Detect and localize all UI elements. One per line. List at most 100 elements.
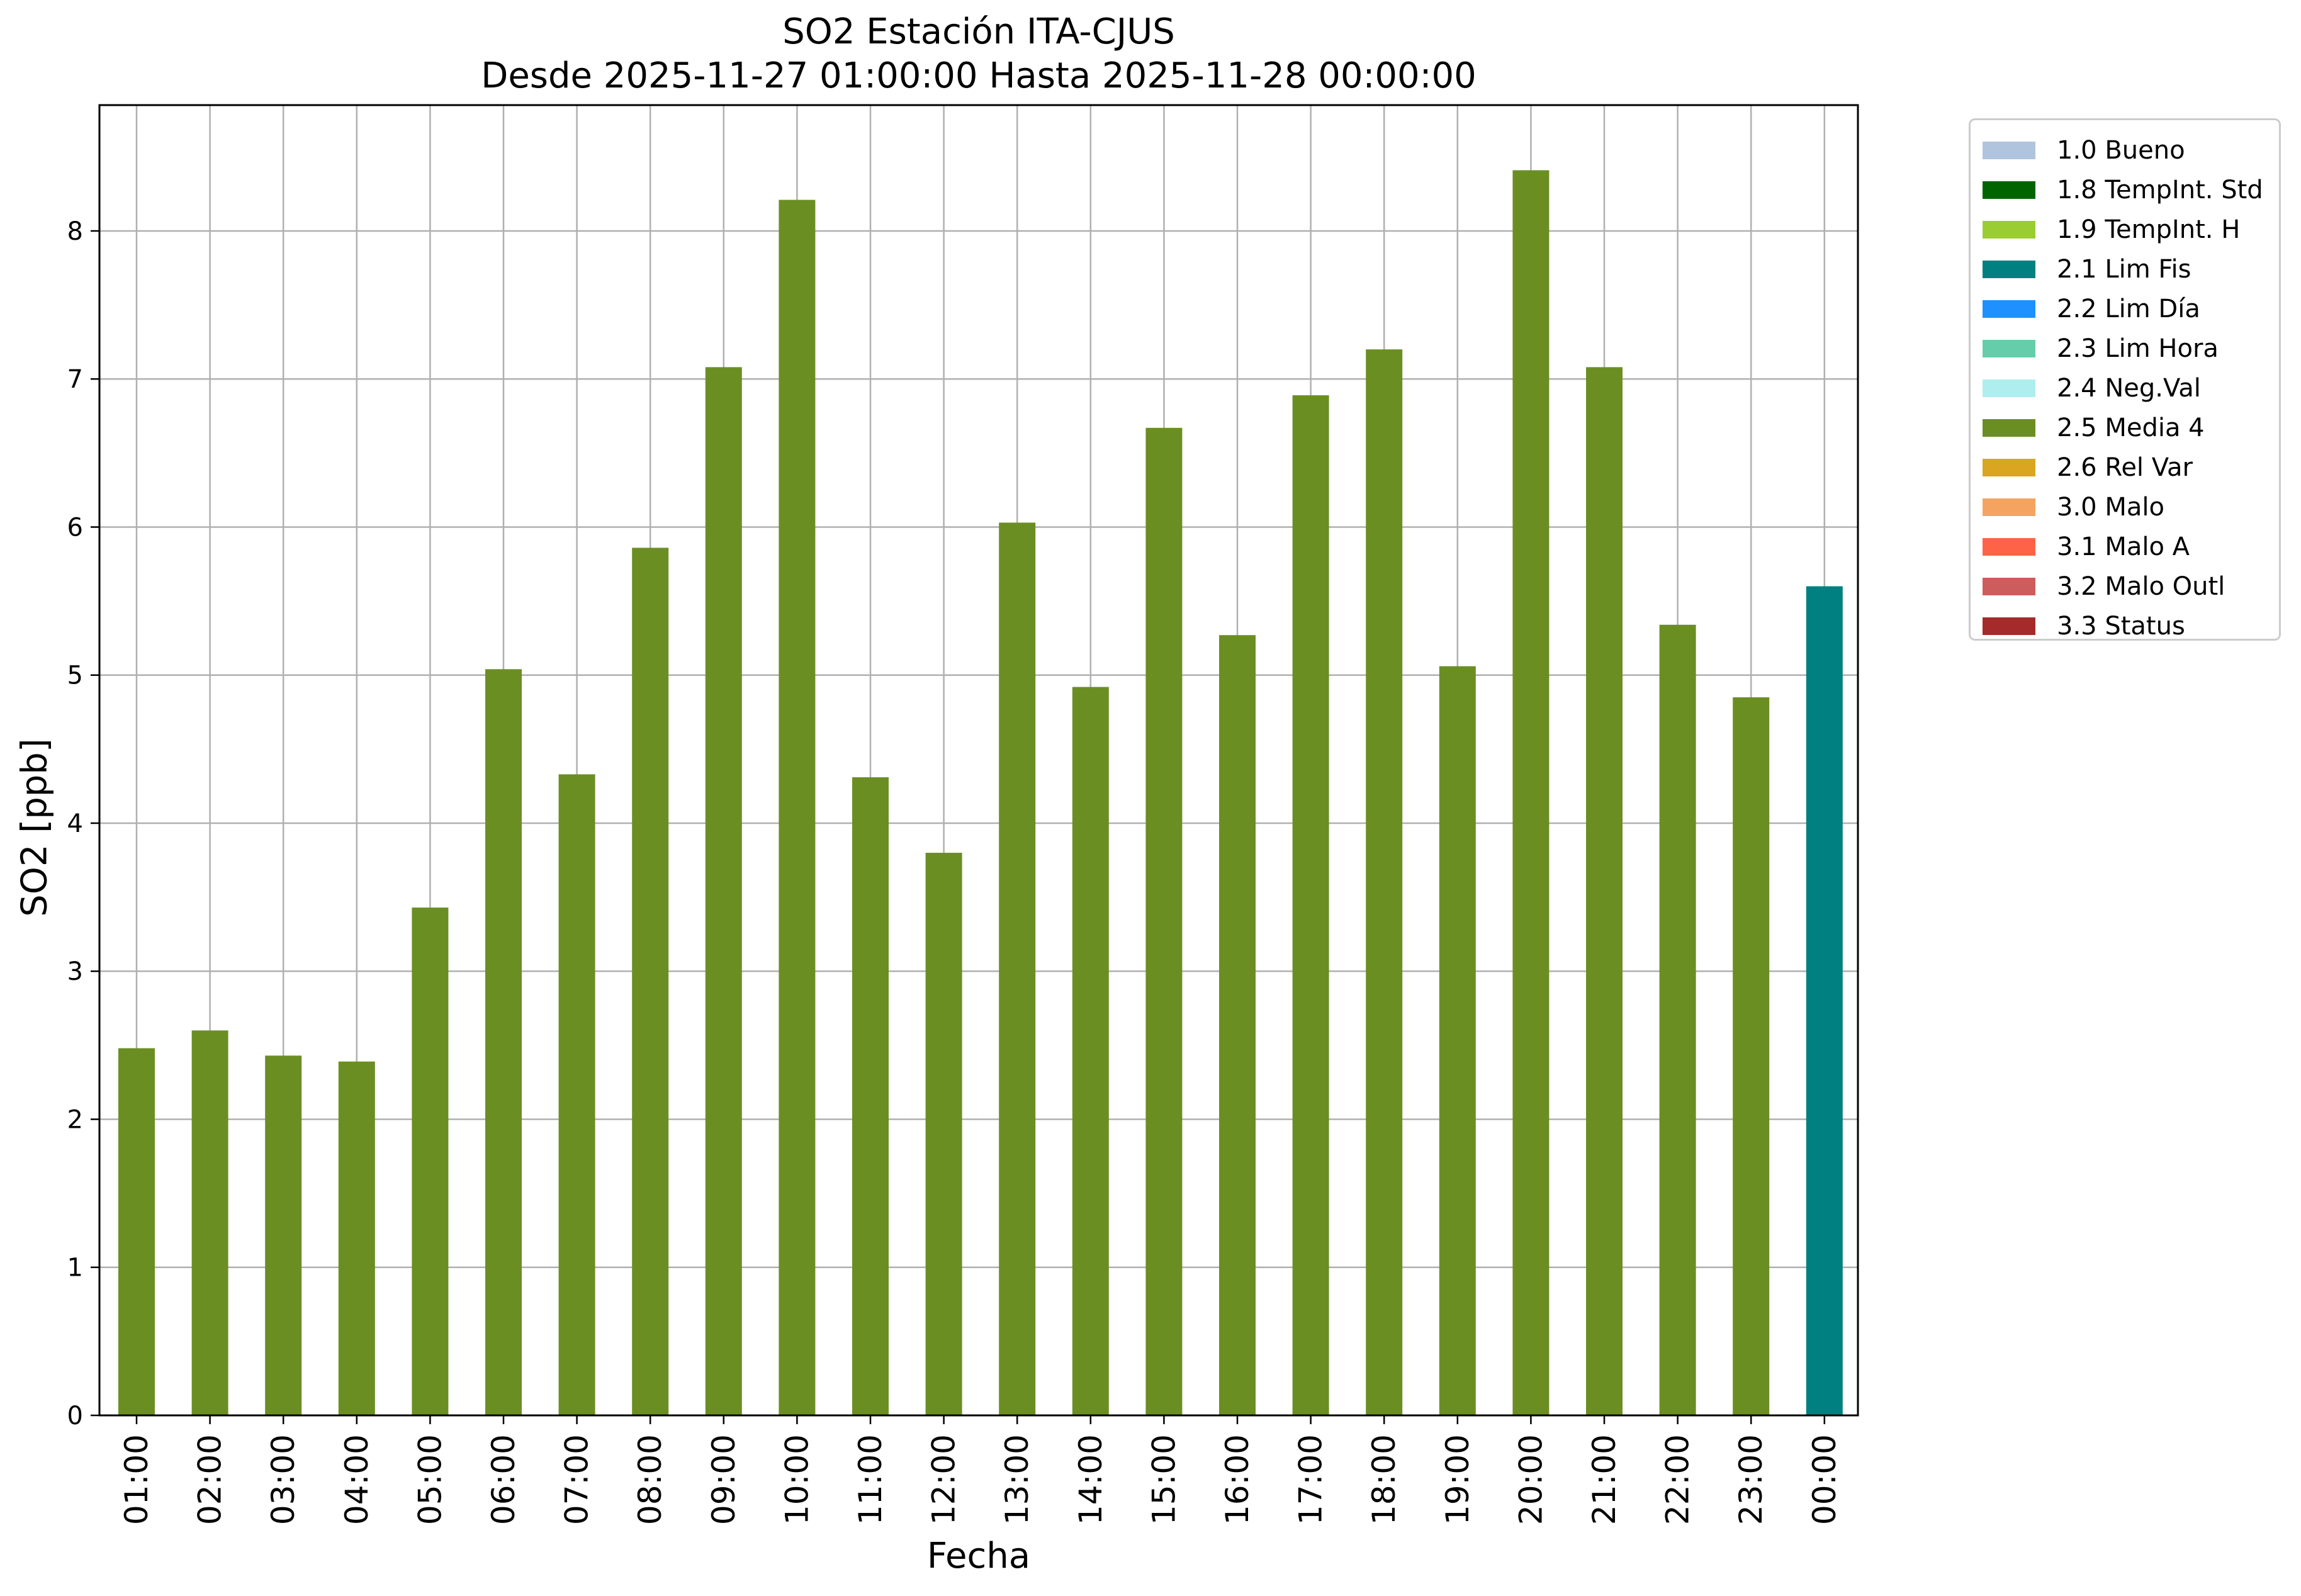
- legend-item: 3.3 Status: [1971, 606, 2279, 646]
- legend-item: 3.0 Malo: [1971, 487, 2279, 527]
- x-tick-label: 07:00: [559, 1434, 595, 1525]
- legend-swatch: [1983, 220, 2035, 239]
- legend-item: 1.9 TempInt. H: [1971, 210, 2279, 249]
- legend-item: 2.1 Lim Fis: [1971, 249, 2279, 289]
- x-tick-label: 13:00: [999, 1434, 1035, 1525]
- legend-label: 3.1 Malo A: [2057, 532, 2190, 561]
- legend-label: 2.2 Lim Día: [2057, 294, 2200, 323]
- legend-item: 1.8 TempInt. Std: [1971, 170, 2279, 210]
- x-tick-label: 22:00: [1660, 1434, 1696, 1525]
- bar: [999, 522, 1036, 1415]
- x-tick-label: 10:00: [779, 1434, 815, 1525]
- bar: [1806, 586, 1843, 1415]
- legend-label: 2.6 Rel Var: [2057, 452, 2193, 482]
- legend-label: 2.5 Media 4: [2057, 413, 2205, 442]
- bar: [1145, 427, 1183, 1415]
- plot-frame: [98, 104, 1859, 1417]
- y-axis-label: SO2 [ppb]: [14, 738, 55, 917]
- bar: [1219, 635, 1256, 1415]
- legend-swatch: [1983, 617, 2035, 635]
- y-tick-label: 8: [67, 217, 83, 246]
- bar: [1439, 666, 1476, 1415]
- x-tick-label: 12:00: [926, 1434, 962, 1525]
- bar: [1733, 697, 1770, 1415]
- y-tick-label: 4: [67, 809, 83, 838]
- bar: [338, 1061, 375, 1415]
- legend-swatch: [1983, 458, 2035, 476]
- x-tick-label: 11:00: [852, 1434, 889, 1525]
- y-tick-label: 7: [67, 365, 83, 394]
- bar: [1659, 624, 1696, 1415]
- legend-label: 3.2 Malo Outl: [2057, 571, 2225, 601]
- legend: 1.0 Bueno 1.8 TempInt. Std 1.9 TempInt. H 2…: [1969, 118, 2281, 641]
- legend-label: 1.0 Bueno: [2057, 135, 2185, 165]
- x-tick-label: 14:00: [1072, 1434, 1109, 1525]
- x-tick-label: 17:00: [1293, 1434, 1329, 1525]
- legend-label: 1.9 TempInt. H: [2057, 215, 2241, 244]
- bar: [1366, 349, 1403, 1416]
- x-tick-label: 08:00: [632, 1434, 668, 1525]
- bar: [705, 367, 742, 1415]
- x-tick-label: 02:00: [192, 1434, 228, 1525]
- x-axis-label: Fecha: [926, 1536, 1031, 1576]
- bar: [412, 908, 449, 1415]
- y-tick-label: 1: [67, 1254, 83, 1283]
- legend-swatch: [1983, 300, 2035, 318]
- x-tick-label: 09:00: [706, 1434, 742, 1525]
- x-tick-label: 15:00: [1145, 1434, 1182, 1525]
- legend-label: 2.3 Lim Hora: [2057, 334, 2219, 363]
- x-tick-label: 23:00: [1733, 1434, 1769, 1525]
- bar: [1586, 367, 1623, 1415]
- legend-item: 2.2 Lim Día: [1971, 289, 2279, 329]
- legend-swatch: [1983, 498, 2035, 516]
- legend-label: 2.4 Neg.Val: [2057, 373, 2201, 403]
- x-tick-label: 16:00: [1219, 1434, 1256, 1525]
- bar: [191, 1030, 228, 1415]
- bar: [1072, 687, 1109, 1415]
- legend-item: 1.0 Bueno: [1971, 130, 2279, 170]
- legend-swatch: [1983, 181, 2035, 199]
- x-tick-label: 18:00: [1366, 1434, 1402, 1525]
- legend-swatch: [1983, 339, 2035, 357]
- chart-title: SO2 Estación ITA-CJUS: [782, 11, 1175, 52]
- legend-swatch: [1983, 379, 2035, 397]
- y-tick-label: 3: [67, 957, 83, 986]
- y-tick-label: 5: [67, 661, 83, 690]
- x-tick-label: 19:00: [1439, 1434, 1476, 1525]
- y-tick-label: 2: [67, 1105, 83, 1134]
- legend-label: 1.8 TempInt. Std: [2057, 175, 2263, 205]
- x-tick-label: 20:00: [1512, 1434, 1549, 1525]
- bar: [1292, 395, 1329, 1415]
- x-tick-label: 04:00: [339, 1434, 375, 1525]
- plot-area: [99, 105, 1858, 1415]
- legend-swatch: [1983, 419, 2035, 437]
- x-tick-label: 05:00: [412, 1434, 448, 1525]
- legend-swatch: [1983, 537, 2035, 556]
- legend-swatch: [1983, 141, 2035, 159]
- legend-item: 3.2 Malo Outl: [1971, 566, 2279, 606]
- x-tick-label: 06:00: [485, 1434, 522, 1525]
- legend-swatch: [1983, 260, 2035, 278]
- x-tick-label: 00:00: [1806, 1434, 1843, 1525]
- legend-label: 3.3 Status: [2057, 611, 2185, 641]
- bar: [779, 200, 816, 1415]
- x-tick-label: 21:00: [1586, 1434, 1623, 1525]
- legend-item: 2.3 Lim Hora: [1971, 329, 2279, 368]
- y-tick-label: 0: [67, 1402, 83, 1430]
- bar: [558, 774, 595, 1415]
- bar: [632, 548, 669, 1415]
- bar: [485, 669, 522, 1415]
- bar: [265, 1055, 302, 1415]
- legend-item: 2.4 Neg.Val: [1971, 368, 2279, 408]
- bar: [118, 1048, 155, 1415]
- legend-item: 3.1 Malo A: [1971, 527, 2279, 566]
- x-tick-label: 03:00: [265, 1434, 301, 1525]
- chart-subtitle: Desde 2025-11-27 01:00:00 Hasta 2025-11-…: [481, 55, 1477, 96]
- bar: [852, 777, 889, 1415]
- legend-item: 2.6 Rel Var: [1971, 447, 2279, 487]
- legend-swatch: [1983, 577, 2035, 595]
- x-tick-label: 01:00: [118, 1434, 155, 1525]
- bar: [1512, 170, 1550, 1416]
- legend-label: 2.1 Lim Fis: [2057, 254, 2191, 284]
